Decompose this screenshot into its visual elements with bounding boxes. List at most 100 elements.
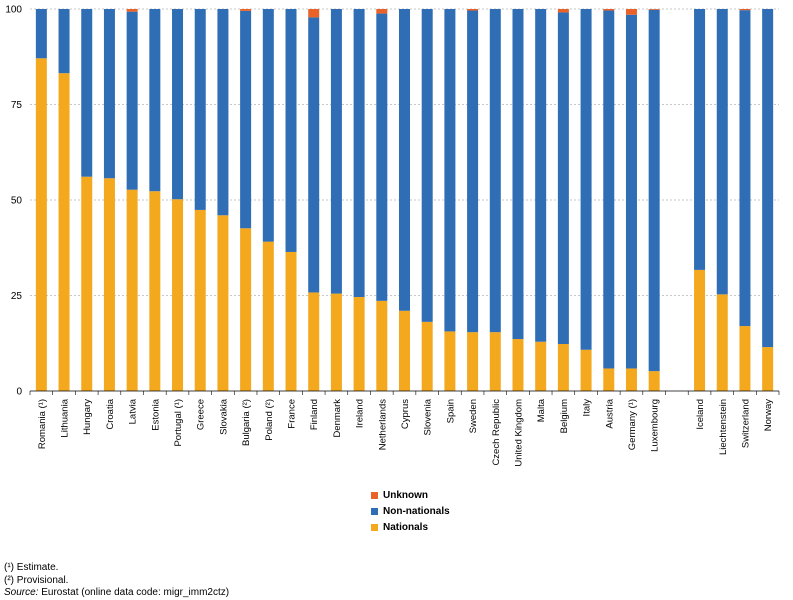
bar-segment-non-nationals	[739, 10, 751, 327]
bar-segment-nationals	[217, 215, 229, 391]
bar-segment-unknown	[625, 9, 637, 15]
x-tick-label: Latvia	[128, 398, 139, 424]
x-tick-label: Norway	[763, 399, 774, 431]
x-tick-label: Spain	[445, 399, 456, 423]
bar-segment-non-nationals	[557, 12, 569, 345]
bar-segment-non-nationals	[126, 11, 138, 190]
bar-segment-nationals	[81, 176, 93, 391]
bar-segment-non-nationals	[421, 9, 433, 322]
bar-segment-nationals	[421, 321, 433, 391]
bar-segment-nationals	[648, 371, 660, 391]
bar-segment-unknown	[240, 9, 252, 11]
bar-segment-nationals	[625, 368, 637, 391]
x-tick-label: Switzerland	[740, 399, 751, 448]
bar-segment-non-nationals	[35, 9, 47, 59]
bar-segment-non-nationals	[149, 9, 161, 192]
y-tick-label: 50	[11, 196, 23, 207]
bars	[35, 9, 774, 392]
y-tick-label: 100	[5, 5, 22, 16]
bar-segment-non-nationals	[103, 9, 115, 179]
bar-segment-unknown	[467, 9, 479, 11]
axes: 0 25 50 75 100 Romania (¹) Lithuania Hungary Cro…	[5, 5, 780, 467]
bar-segment-non-nationals	[603, 10, 615, 369]
bar-segment-unknown	[739, 9, 751, 11]
legend-swatch-unknown	[371, 491, 378, 499]
bar-segment-non-nationals	[580, 9, 592, 350]
legend-item-non-nationals: Non-nationals	[371, 503, 450, 519]
bar-segment-nationals	[489, 332, 501, 391]
source-line: Source: Eurostat (online data code: migr…	[4, 587, 229, 600]
y-tick-label: 25	[11, 291, 23, 302]
x-tick-label: Slovakia	[218, 398, 229, 435]
bar-segment-nationals	[149, 191, 161, 391]
bar-segment-non-nationals	[58, 9, 70, 74]
bar-segment-non-nationals	[262, 9, 274, 242]
x-tick-label: Czech Republic	[491, 399, 502, 466]
bar-segment-nationals	[285, 251, 297, 391]
legend-label-nationals: Nationals	[383, 521, 429, 533]
bar-segment-unknown	[308, 9, 320, 18]
bar-segment-non-nationals	[330, 9, 342, 294]
x-tick-label: Lithuania	[60, 398, 71, 437]
footnote-provisional: (²) Provisional.	[4, 574, 69, 586]
bar-segment-non-nationals	[489, 9, 501, 333]
bar-segment-non-nationals	[444, 9, 456, 332]
x-tick-label: Cyprus	[400, 399, 411, 429]
bar-segment-nationals	[557, 344, 569, 391]
x-tick-label: France	[287, 399, 298, 429]
x-tick-label: Luxembourg	[650, 399, 661, 452]
x-tick-label: Sweden	[468, 399, 479, 433]
bar-segment-nationals	[194, 209, 206, 391]
y-tick-label: 75	[11, 100, 23, 111]
bar-segment-nationals	[467, 332, 479, 391]
x-tick-label: Portugal (¹)	[173, 399, 184, 447]
bar-segment-nationals	[535, 341, 547, 391]
bar-segment-non-nationals	[353, 9, 365, 298]
bar-segment-non-nationals	[376, 13, 388, 301]
x-tick-label: Greece	[196, 399, 207, 430]
bar-segment-unknown	[648, 9, 660, 10]
bar-segment-non-nationals	[648, 9, 660, 372]
x-tick-label: Austria	[604, 398, 615, 428]
bar-segment-non-nationals	[762, 9, 774, 348]
bar-segment-nationals	[262, 241, 274, 391]
bar-segment-nationals	[512, 339, 524, 391]
bar-segment-non-nationals	[716, 9, 728, 295]
x-tick-label: Slovenia	[423, 398, 434, 435]
bar-segment-nationals	[762, 347, 774, 391]
bar-segment-nationals	[58, 73, 70, 392]
bar-segment-nationals	[739, 326, 751, 391]
footnote-estimate: (¹) Estimate.	[4, 562, 59, 573]
x-tick-label: Romania (¹)	[37, 399, 48, 449]
x-tick-label: Germany (¹)	[627, 399, 638, 450]
legend-item-unknown: Unknown	[371, 487, 450, 503]
bar-segment-nationals	[580, 349, 592, 391]
x-tick-label: United Kingdom	[513, 399, 524, 467]
y-tick-label: 0	[16, 387, 22, 398]
source-text: Eurostat (online data code: migr_imm2ctz…	[38, 587, 230, 598]
bar-segment-nationals	[172, 199, 184, 391]
x-tick-label: Denmark	[332, 399, 343, 438]
bar-segment-nationals	[353, 297, 365, 391]
bar-segment-nationals	[694, 269, 706, 391]
x-tick-label: Hungary	[82, 399, 93, 435]
legend-swatch-non-nationals	[371, 507, 378, 515]
bar-segment-unknown	[603, 9, 615, 11]
x-tick-label: Croatia	[105, 398, 116, 429]
x-tick-label: Estonia	[150, 398, 161, 430]
footnotes: (¹) Estimate. (²) Provisional. Source: E…	[4, 562, 229, 600]
legend-item-nationals: Nationals	[371, 519, 450, 535]
x-tick-label: Italy	[582, 399, 593, 417]
x-tick-label: Bulgaria (²)	[241, 399, 252, 446]
bar-segment-nationals	[399, 310, 410, 391]
bar-segment-nationals	[103, 178, 115, 391]
bar-segment-non-nationals	[467, 10, 479, 333]
x-tick-label: Poland (²)	[264, 399, 275, 441]
bar-segment-nationals	[240, 228, 252, 391]
bar-segment-nationals	[126, 189, 138, 391]
legend: Unknown Non-nationals Nationals	[371, 487, 450, 535]
legend-label-unknown: Unknown	[383, 489, 428, 501]
legend-label-non-nationals: Non-nationals	[383, 505, 450, 517]
bar-segment-non-nationals	[81, 9, 93, 177]
